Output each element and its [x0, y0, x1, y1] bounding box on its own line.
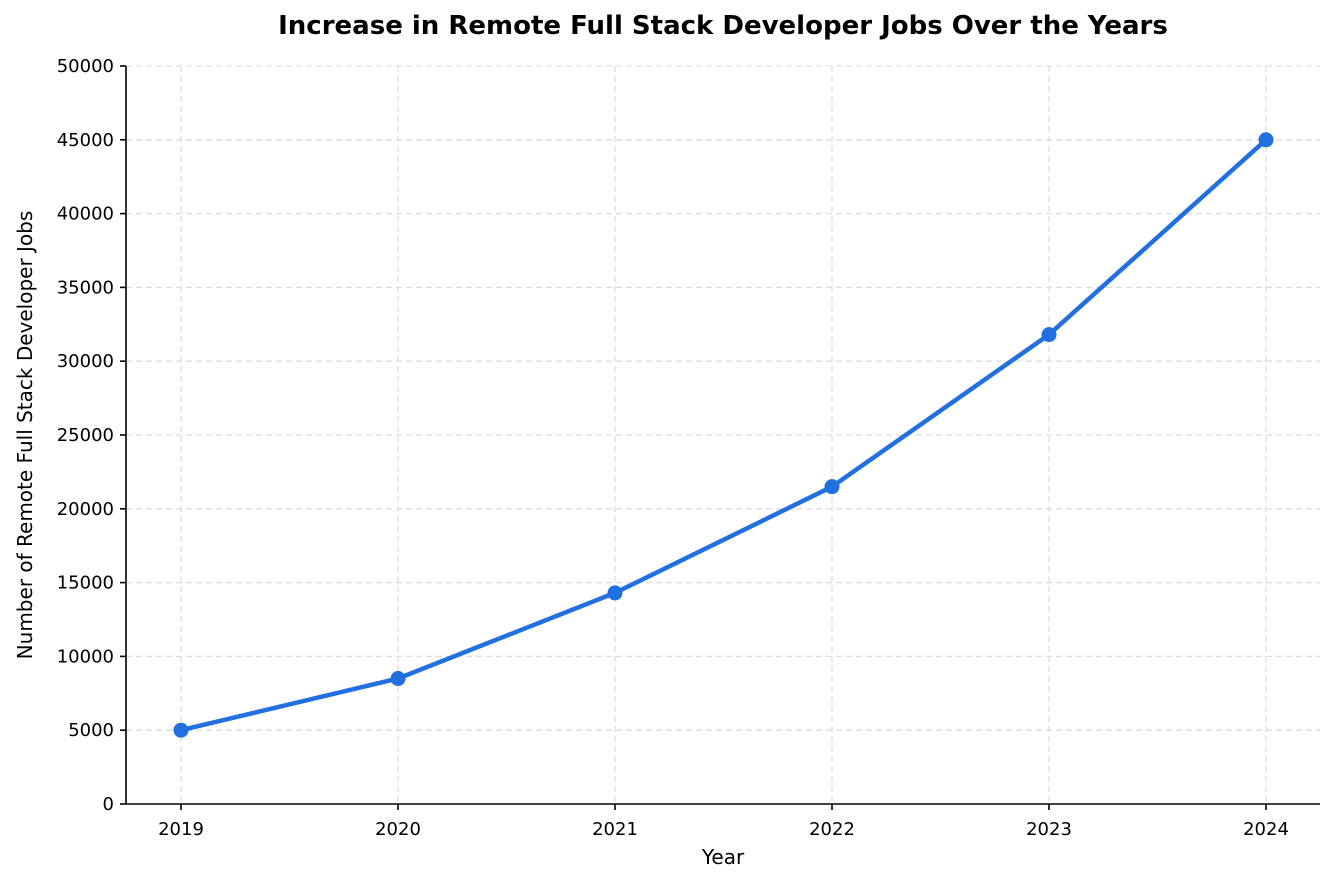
y-tick-label: 10000 [57, 646, 114, 667]
y-tick-label: 50000 [57, 56, 114, 77]
x-tick-label: 2022 [809, 819, 855, 840]
y-tick-label: 0 [103, 794, 114, 815]
data-point [1258, 132, 1274, 148]
data-point [1041, 327, 1057, 343]
chart-title: Increase in Remote Full Stack Developer … [278, 11, 1168, 41]
x-tick-label: 2019 [158, 819, 204, 840]
series-line [178, 137, 1269, 733]
x-tick-label: 2021 [592, 819, 638, 840]
y-tick-label: 20000 [57, 499, 114, 520]
y-tick-label: 35000 [57, 277, 114, 298]
y-tick-label: 25000 [57, 425, 114, 446]
data-point [173, 722, 189, 738]
y-tick-label: 30000 [57, 351, 114, 372]
y-tick-label: 45000 [57, 130, 114, 151]
x-tick-label: 2024 [1243, 819, 1289, 840]
x-axis-label: Year [701, 845, 745, 869]
y-tick-label: 15000 [57, 573, 114, 594]
data-point [390, 671, 406, 687]
y-ticks: 0 5000 10000 15000 20000 25000 30000 35000 40000… [57, 56, 126, 815]
data-point [607, 585, 623, 601]
grid [126, 65, 1320, 804]
x-ticks: 2019 2020 2021 2022 2023 2024 [158, 804, 1289, 840]
series-group [173, 132, 1274, 738]
y-tick-label: 5000 [68, 720, 114, 741]
y-axis-label: Number of Remote Full Stack Developer Jo… [13, 211, 37, 660]
x-tick-label: 2020 [375, 819, 421, 840]
x-tick-label: 2023 [1026, 819, 1072, 840]
data-point [824, 479, 840, 495]
y-tick-label: 40000 [57, 204, 114, 225]
